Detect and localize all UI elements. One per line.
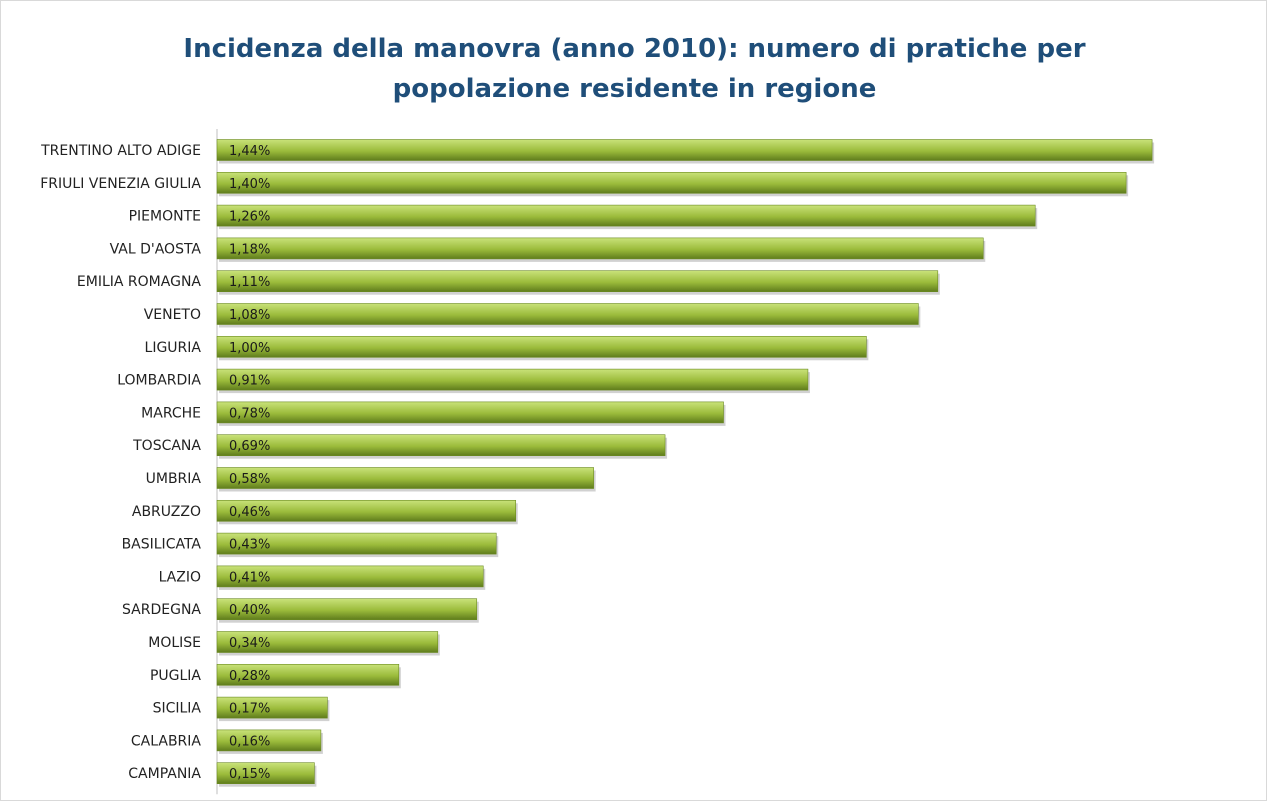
bar: [216, 335, 867, 358]
data-label: 0,28%: [229, 669, 270, 684]
data-label: 0,43%: [229, 538, 270, 553]
category-label: TOSCANA: [132, 438, 201, 454]
category-label: LOMBARDIA: [117, 373, 201, 389]
data-label: 1,18%: [229, 242, 270, 257]
category-label: TRENTINO ALTO ADIGE: [40, 143, 201, 159]
bar: [216, 631, 439, 653]
bar: [216, 762, 315, 785]
data-label: 1,26%: [229, 210, 270, 225]
bar: [216, 532, 497, 555]
bar: [216, 434, 666, 457]
bar: [216, 303, 919, 325]
bar: [216, 565, 484, 588]
category-label: PIEMONTE: [129, 209, 201, 225]
bar: [216, 139, 1153, 161]
data-label: 0,46%: [229, 505, 270, 520]
data-label: 0,17%: [229, 702, 270, 717]
data-label: 1,00%: [229, 341, 270, 356]
chart-title-line-2: popolazione residente in regione: [392, 74, 877, 104]
category-label: VAL D'AOSTA: [110, 241, 202, 257]
category-label: LIGURIA: [145, 340, 202, 356]
bar: [216, 172, 1127, 194]
bar: [216, 729, 322, 752]
category-label: BASILICATA: [122, 537, 202, 553]
category-label: CALABRIA: [131, 733, 202, 749]
bar: [216, 204, 1036, 227]
data-label: 1,44%: [229, 144, 270, 159]
category-label: ABRUZZO: [132, 504, 201, 520]
bar: [216, 401, 724, 424]
data-label: 1,11%: [229, 275, 270, 290]
data-label: 0,91%: [229, 374, 270, 389]
category-label: UMBRIA: [146, 471, 202, 487]
data-label: 0,58%: [229, 472, 270, 487]
data-label: 0,40%: [229, 603, 270, 618]
data-label: 1,08%: [229, 308, 270, 323]
bar: [216, 368, 809, 391]
chart-title: Incidenza della manovra (anno 2010): num…: [1, 29, 1267, 109]
bar: [216, 663, 400, 686]
category-label: MOLISE: [148, 635, 201, 651]
data-label: 0,41%: [229, 570, 270, 585]
category-label: VENETO: [144, 307, 201, 323]
bar: [216, 499, 517, 522]
data-label: 0,15%: [229, 767, 270, 782]
data-label: 0,16%: [229, 734, 270, 749]
chart-title-line-1: Incidenza della manovra (anno 2010): num…: [183, 34, 1086, 64]
bar: [216, 696, 328, 719]
data-label: 0,34%: [229, 636, 270, 651]
category-label: LAZIO: [159, 569, 201, 585]
data-label: 0,78%: [229, 406, 270, 421]
bar: [216, 467, 594, 489]
category-label: MARCHE: [141, 405, 201, 421]
category-label: SARDEGNA: [122, 602, 201, 618]
category-label: SICILIA: [153, 701, 202, 717]
data-label: 0,69%: [229, 439, 270, 454]
category-label: FRIULI VENEZIA GIULIA: [40, 176, 201, 192]
category-label: EMILIA ROMAGNA: [77, 274, 201, 290]
data-label: 1,40%: [229, 177, 270, 192]
category-label: PUGLIA: [150, 668, 201, 684]
bar: [216, 598, 478, 621]
category-label: CAMPANIA: [128, 766, 201, 782]
bar: [216, 270, 939, 293]
bar: [216, 237, 984, 260]
